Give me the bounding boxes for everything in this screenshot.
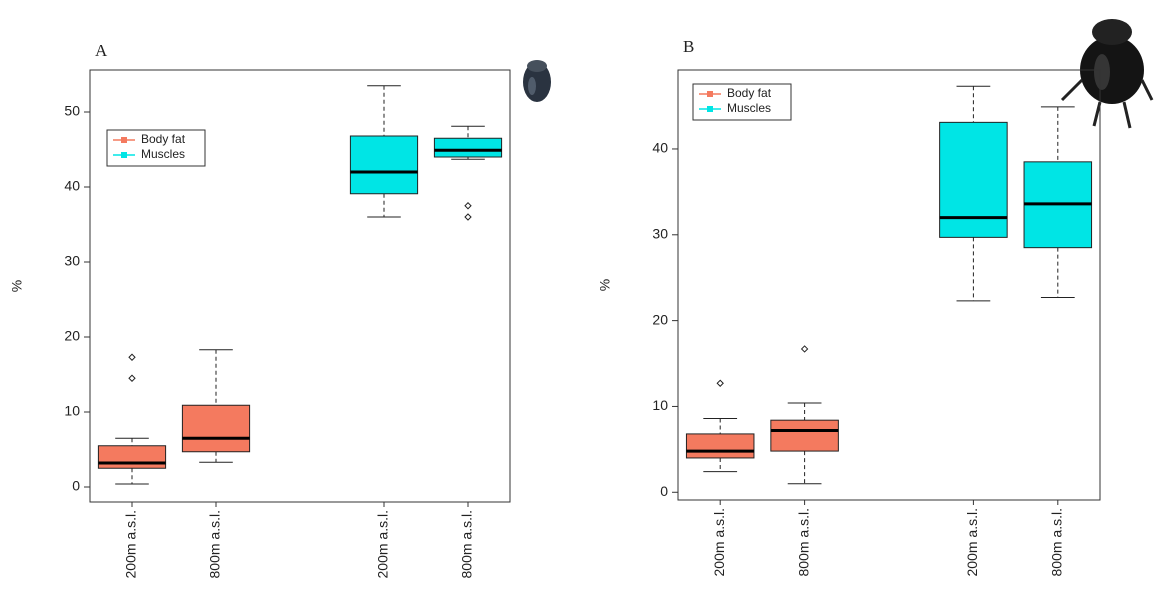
panel-label: A xyxy=(95,41,108,60)
box xyxy=(434,138,501,157)
y-axis-label: % xyxy=(597,279,613,291)
legend-label: Body fat xyxy=(727,86,772,100)
box xyxy=(98,446,165,469)
legend-swatch xyxy=(707,91,713,97)
x-tick-label: 200m a.s.l. xyxy=(964,508,980,576)
y-tick-label: 10 xyxy=(64,403,80,419)
outlier xyxy=(802,346,808,352)
x-tick-label: 200m a.s.l. xyxy=(123,510,139,578)
y-tick-label: 30 xyxy=(652,225,668,241)
legend-label: Muscles xyxy=(141,147,185,161)
legend-label: Muscles xyxy=(727,101,771,115)
x-tick-label: 800m a.s.l. xyxy=(795,508,811,576)
outlier xyxy=(465,203,471,209)
x-tick-label: 800m a.s.l. xyxy=(1049,508,1065,576)
y-axis-label: % xyxy=(9,280,25,292)
legend-swatch xyxy=(707,106,713,112)
y-tick-label: 0 xyxy=(72,478,80,494)
y-tick-label: 20 xyxy=(652,311,668,327)
legend-swatch xyxy=(121,152,127,158)
y-tick-label: 40 xyxy=(652,140,668,156)
y-tick-label: 50 xyxy=(64,103,80,119)
legend-swatch xyxy=(121,137,127,143)
y-tick-label: 0 xyxy=(660,483,668,499)
y-tick-label: 10 xyxy=(652,397,668,413)
box xyxy=(350,136,417,194)
y-tick-label: 30 xyxy=(64,253,80,269)
figure: A% 0 10 20 30 40 50 200m a.s.l. 800m a.s.l. 200m … xyxy=(0,0,1160,600)
box xyxy=(182,405,249,452)
outlier xyxy=(717,380,723,386)
beetle-icon xyxy=(1062,19,1152,128)
panel-label: B xyxy=(683,37,694,56)
outlier xyxy=(129,354,135,360)
legend-label: Body fat xyxy=(141,132,186,146)
x-tick-label: 800m a.s.l. xyxy=(207,510,223,578)
beetle-icon xyxy=(523,60,551,102)
outlier xyxy=(129,375,135,381)
x-tick-label: 200m a.s.l. xyxy=(711,508,727,576)
box xyxy=(686,434,754,458)
y-tick-label: 20 xyxy=(64,328,80,344)
box xyxy=(940,122,1008,237)
x-tick-label: 800m a.s.l. xyxy=(459,510,475,578)
outlier xyxy=(465,214,471,220)
box xyxy=(771,420,839,451)
x-tick-label: 200m a.s.l. xyxy=(375,510,391,578)
y-tick-label: 40 xyxy=(64,178,80,194)
